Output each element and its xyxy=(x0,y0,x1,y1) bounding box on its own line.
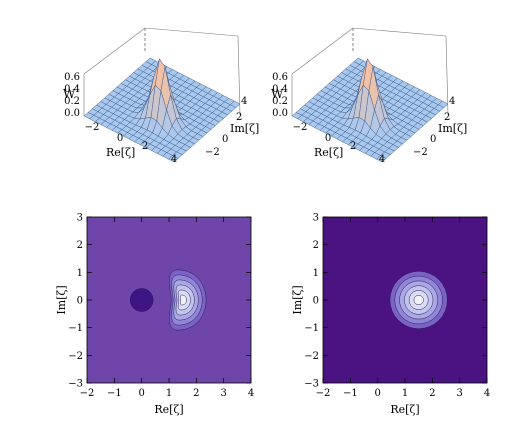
x-tick-label: −1 xyxy=(107,388,122,399)
x-tick-label: 2 xyxy=(429,388,435,399)
surface-plot-1: W 0.6 0.4 0.2 0.0 −2 0 2 4 Re[ζ] 4 2 0 −… xyxy=(63,27,259,165)
z-tick-label: 0.4 xyxy=(272,84,288,95)
z-tick-label: 0.0 xyxy=(272,108,288,119)
x-axis-label: Re[ζ] xyxy=(154,403,183,416)
y-tick-label: 3 xyxy=(77,213,83,224)
surface-cell xyxy=(168,155,179,163)
x-tick-label: 0 xyxy=(138,388,144,399)
z-tick-label: 0.2 xyxy=(272,96,288,107)
y-tick-label: 3 xyxy=(313,213,319,224)
y-tick-label: 4 xyxy=(449,96,455,107)
x-tick-label: −2 xyxy=(85,122,100,133)
surface-cell xyxy=(376,155,387,163)
y-axis-label: Im[ζ] xyxy=(230,122,259,135)
x-tick-label: 0 xyxy=(374,388,380,399)
x-tick-label: 1 xyxy=(166,388,172,399)
z-axis-label: W xyxy=(63,87,76,101)
x-tick-label: 3 xyxy=(220,388,226,399)
y-axis-label: Im[ζ] xyxy=(291,285,304,314)
y-tick-label: 1 xyxy=(313,268,319,279)
z-tick-label: 0.0 xyxy=(64,108,80,119)
x-tick-label: 4 xyxy=(379,154,385,165)
x-axis-label: Re[ζ] xyxy=(390,403,419,416)
z-tick-label: 0.6 xyxy=(272,72,288,83)
x-tick-label: −2 xyxy=(80,388,95,399)
x-tick-label: −2 xyxy=(316,388,331,399)
contour-level xyxy=(413,294,424,306)
y-tick-label: 2 xyxy=(236,112,242,123)
z-axis-label: W xyxy=(271,87,284,101)
z-tick-label: 0.4 xyxy=(64,84,80,95)
y-tick-label: −2 xyxy=(304,351,319,362)
x-tick-label: 2 xyxy=(142,141,148,152)
y-tick-label: 0 xyxy=(430,134,436,145)
y-tick-label: −3 xyxy=(68,379,83,390)
x-tick-label: 0 xyxy=(325,133,331,144)
y-tick-label: 0 xyxy=(313,296,319,307)
y-tick-label: −2 xyxy=(68,351,83,362)
y-tick-label: 0 xyxy=(77,296,83,307)
z-tick-label: 0.6 xyxy=(64,72,80,83)
x-axis-label: Re[ζ] xyxy=(106,146,135,159)
negative-region xyxy=(129,288,154,312)
y-tick-label: −1 xyxy=(68,323,83,334)
y-tick-label: −2 xyxy=(205,147,220,158)
y-tick-label: −1 xyxy=(304,323,319,334)
y-tick-label: 4 xyxy=(241,96,247,107)
x-tick-label: 2 xyxy=(193,388,199,399)
y-axis-label: Im[ζ] xyxy=(438,122,467,135)
x-tick-label: 4 xyxy=(171,154,177,165)
y-tick-label: −2 xyxy=(413,147,428,158)
x-tick-label: 2 xyxy=(350,141,356,152)
x-tick-label: 4 xyxy=(248,388,254,399)
z-tick-label: 0.2 xyxy=(64,96,80,107)
x-tick-label: 4 xyxy=(484,388,490,399)
y-tick-label: −3 xyxy=(304,379,319,390)
x-tick-label: 0 xyxy=(117,133,123,144)
contour-background xyxy=(87,217,251,383)
y-tick-label: 1 xyxy=(77,268,83,279)
y-tick-label: 2 xyxy=(444,112,450,123)
y-tick-label: 0 xyxy=(222,134,228,145)
surface-plot-2: W 0.6 0.4 0.2 0.0 −2 0 2 4 Re[ζ] 4 2 0 −… xyxy=(271,27,467,165)
y-tick-label: 2 xyxy=(313,240,319,251)
x-tick-label: −2 xyxy=(293,122,308,133)
x-tick-label: 3 xyxy=(456,388,462,399)
y-axis-label: Im[ζ] xyxy=(55,285,68,314)
contour-level xyxy=(180,294,187,306)
x-tick-label: 1 xyxy=(402,388,408,399)
x-tick-label: −1 xyxy=(343,388,358,399)
x-axis-label: Re[ζ] xyxy=(314,146,343,159)
y-tick-label: 2 xyxy=(77,240,83,251)
